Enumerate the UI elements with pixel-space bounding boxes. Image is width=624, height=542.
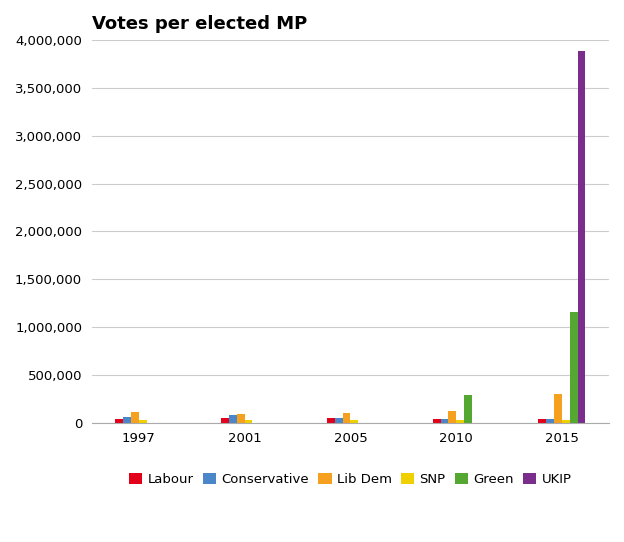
Bar [464, 395, 472, 423]
Bar [351, 420, 358, 423]
Bar [441, 419, 449, 423]
Bar [343, 414, 351, 423]
Bar [334, 418, 343, 423]
Bar [449, 411, 456, 423]
Bar [245, 420, 253, 423]
Bar [578, 51, 585, 423]
Bar [539, 419, 547, 423]
Bar [221, 418, 229, 423]
Bar [547, 420, 554, 423]
Bar [554, 393, 562, 423]
Bar [570, 312, 578, 423]
Legend: Labour, Conservative, Lib Dem, SNP, Green, UKIP: Labour, Conservative, Lib Dem, SNP, Gree… [124, 467, 577, 491]
Bar [131, 412, 139, 423]
Bar [562, 420, 570, 423]
Bar [456, 420, 464, 423]
Bar [236, 414, 245, 423]
Text: Votes per elected MP: Votes per elected MP [92, 15, 307, 33]
Bar [432, 420, 441, 423]
Bar [229, 415, 236, 423]
Bar [327, 418, 334, 423]
Bar [139, 420, 147, 423]
Bar [115, 420, 123, 423]
Bar [123, 417, 131, 423]
